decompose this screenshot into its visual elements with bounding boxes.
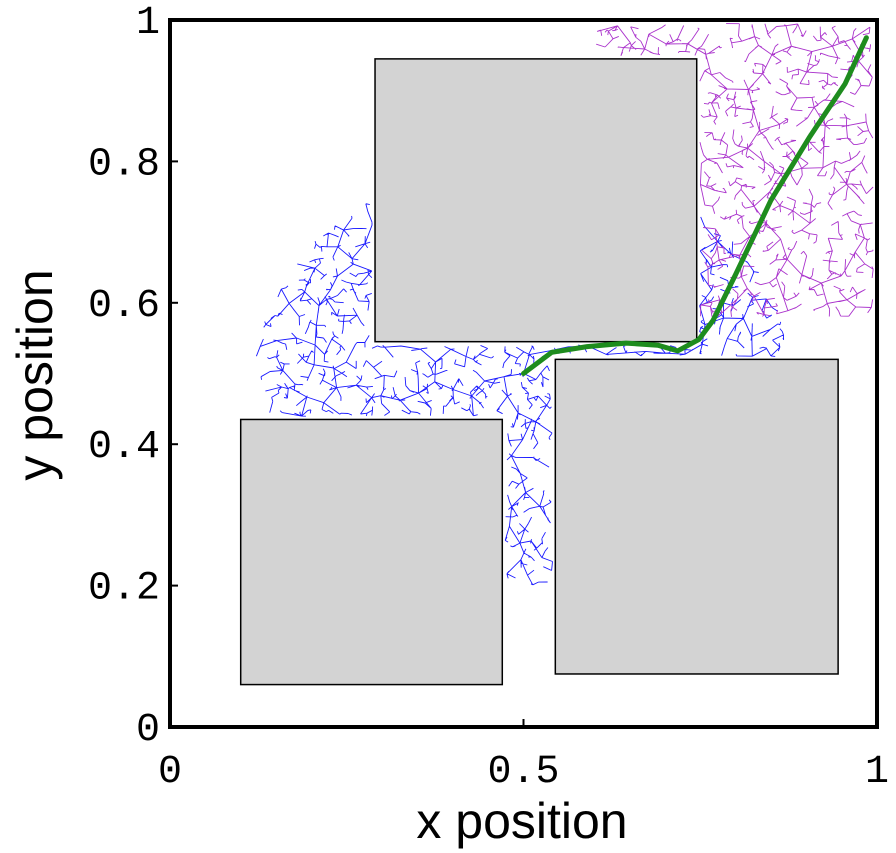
y-tick-label: 0	[136, 708, 160, 753]
x-tick-label: 1	[865, 750, 889, 795]
y-tick-label: 1	[136, 1, 160, 46]
y-tick-label: 0.6	[88, 284, 160, 329]
obstacle-2	[374, 58, 698, 343]
path-layer	[521, 35, 869, 376]
y-ticks: 0 0.2 0.4 0.6 0.8 1	[88, 1, 178, 753]
obstacle-1	[239, 418, 504, 686]
obstacle-3	[554, 358, 839, 675]
goal-tree	[596, 23, 874, 317]
obstacles-layer	[239, 58, 839, 686]
x-tick-label: 0	[158, 750, 182, 795]
x-axis-label: x position	[416, 793, 627, 849]
y-tick-label: 0.2	[88, 567, 160, 612]
solution-path	[521, 35, 869, 376]
y-tick-label: 0.4	[88, 425, 160, 470]
x-ticks: 0 0.5 1	[158, 719, 889, 795]
goal-tree-edges	[596, 23, 874, 317]
y-axis-label: y position	[7, 269, 63, 480]
y-tick-label: 0.8	[88, 142, 160, 187]
x-tick-label: 0.5	[487, 750, 559, 795]
